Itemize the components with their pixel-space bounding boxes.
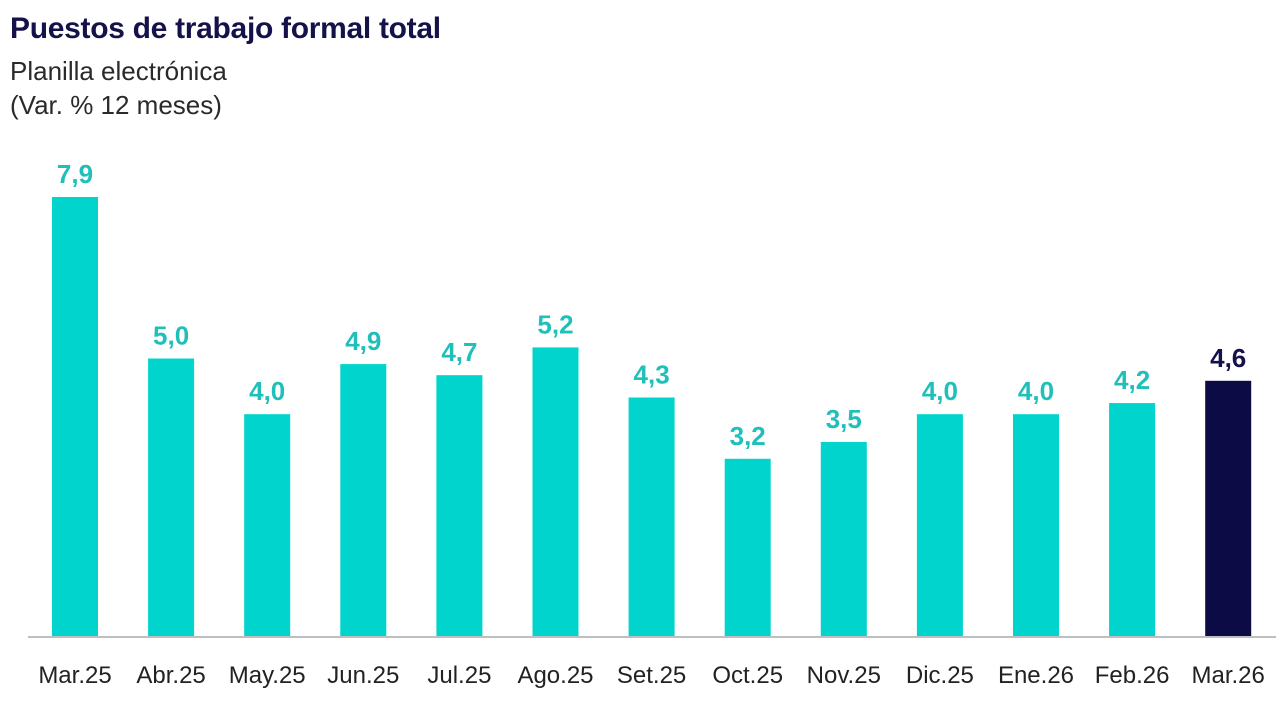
bar-Ago.25 xyxy=(532,347,579,637)
chart-title: Puestos de trabajo formal total xyxy=(10,12,441,45)
bar-Dic.25 xyxy=(916,414,963,637)
bar-Feb.26 xyxy=(1109,403,1156,637)
x-tick-label-Ene.26: Ene.26 xyxy=(998,662,1074,689)
data-label-May.25: 4,0 xyxy=(249,376,285,406)
data-label-Mar.26: 4,6 xyxy=(1210,343,1246,373)
x-tick-label-Mar.26: Mar.26 xyxy=(1192,662,1265,689)
x-tick-label-Nov.25: Nov.25 xyxy=(807,662,881,689)
data-label-Ene.26: 4,0 xyxy=(1018,376,1054,406)
bar-Set.25 xyxy=(628,397,675,637)
data-label-Dic.25: 4,0 xyxy=(922,376,958,406)
chart-subtitle: Planilla electrónica xyxy=(10,56,227,86)
data-labels-group: 7,9 5,0 4,0 4,9 4,7 5,2 4,3 3,2 3,5 4,0 4,0 4,2 4,6 xyxy=(57,159,1246,451)
bar-Ene.26 xyxy=(1013,414,1059,637)
x-tick-label-Mar.25: Mar.25 xyxy=(38,662,111,689)
data-label-Jul.25: 4,7 xyxy=(441,337,477,367)
x-tick-label-Dic.25: Dic.25 xyxy=(906,662,974,689)
bar-May.25 xyxy=(244,414,291,637)
data-label-Feb.26: 4,2 xyxy=(1114,365,1150,395)
x-tick-label-Set.25: Set.25 xyxy=(617,662,686,689)
bar-Mar.25 xyxy=(52,197,98,637)
bars-group xyxy=(52,197,1252,637)
x-tick-label-Oct.25: Oct.25 xyxy=(712,662,783,689)
x-tick-label-Jun.25: Jun.25 xyxy=(327,662,399,689)
data-label-Oct.25: 3,2 xyxy=(730,421,766,451)
bar-Jul.25 xyxy=(436,375,483,637)
data-label-Ago.25: 5,2 xyxy=(537,309,573,339)
data-label-Nov.25: 3,5 xyxy=(826,404,862,434)
x-tick-label-Abr.25: Abr.25 xyxy=(136,662,205,689)
bar-Abr.25 xyxy=(148,358,195,637)
chart-unit-label: (Var. % 12 meses) xyxy=(10,90,222,120)
data-label-Set.25: 4,3 xyxy=(634,360,670,390)
x-tick-label-Jul.25: Jul.25 xyxy=(427,662,491,689)
bar-Mar.26 xyxy=(1205,380,1252,637)
x-tick-label-Ago.25: Ago.25 xyxy=(517,662,593,689)
bar-Nov.25 xyxy=(820,442,867,637)
data-label-Abr.25: 5,0 xyxy=(153,321,189,351)
x-tick-labels-group: Mar.25 Abr.25 May.25 Jun.25 Jul.25 Ago.25 Set.… xyxy=(38,662,1265,689)
data-label-Mar.25: 7,9 xyxy=(57,159,93,189)
bar-Jun.25 xyxy=(340,364,387,637)
bar-Oct.25 xyxy=(724,458,771,637)
x-tick-label-Feb.26: Feb.26 xyxy=(1095,662,1170,689)
data-label-Jun.25: 4,9 xyxy=(345,326,381,356)
x-tick-label-May.25: May.25 xyxy=(229,662,306,689)
